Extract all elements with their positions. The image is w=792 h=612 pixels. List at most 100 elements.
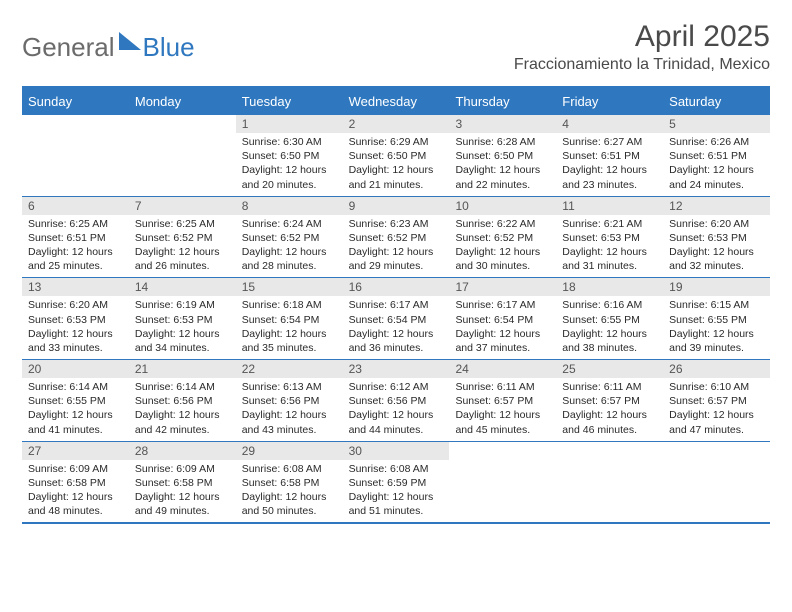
sunset-text: Sunset: 6:57 PM bbox=[669, 394, 764, 408]
daylight-text: Daylight: 12 hours and 47 minutes. bbox=[669, 408, 764, 436]
daylight-text: Daylight: 12 hours and 43 minutes. bbox=[242, 408, 337, 436]
calendar-cell: 24Sunrise: 6:11 AMSunset: 6:57 PMDayligh… bbox=[449, 360, 556, 441]
daylight-text: Daylight: 12 hours and 21 minutes. bbox=[349, 163, 444, 191]
day-number: 5 bbox=[663, 115, 770, 133]
sunset-text: Sunset: 6:51 PM bbox=[562, 149, 657, 163]
sunset-text: Sunset: 6:53 PM bbox=[28, 313, 123, 327]
day-details: Sunrise: 6:21 AMSunset: 6:53 PMDaylight:… bbox=[556, 215, 663, 278]
sunrise-text: Sunrise: 6:10 AM bbox=[669, 380, 764, 394]
sunrise-text: Sunrise: 6:17 AM bbox=[349, 298, 444, 312]
daylight-text: Daylight: 12 hours and 36 minutes. bbox=[349, 327, 444, 355]
calendar-cell bbox=[556, 442, 663, 523]
calendar-cell: 4Sunrise: 6:27 AMSunset: 6:51 PMDaylight… bbox=[556, 115, 663, 196]
calendar-week-row: 13Sunrise: 6:20 AMSunset: 6:53 PMDayligh… bbox=[22, 277, 770, 359]
weekday-header-row: Sunday Monday Tuesday Wednesday Thursday… bbox=[22, 88, 770, 115]
day-details: Sunrise: 6:29 AMSunset: 6:50 PMDaylight:… bbox=[343, 133, 450, 196]
calendar-cell: 17Sunrise: 6:17 AMSunset: 6:54 PMDayligh… bbox=[449, 278, 556, 359]
calendar-cell: 8Sunrise: 6:24 AMSunset: 6:52 PMDaylight… bbox=[236, 197, 343, 278]
day-details: Sunrise: 6:15 AMSunset: 6:55 PMDaylight:… bbox=[663, 296, 770, 359]
location-subtitle: Fraccionamiento la Trinidad, Mexico bbox=[514, 56, 770, 74]
day-number: 30 bbox=[343, 442, 450, 460]
day-number: 8 bbox=[236, 197, 343, 215]
sunset-text: Sunset: 6:52 PM bbox=[242, 231, 337, 245]
calendar-cell: 23Sunrise: 6:12 AMSunset: 6:56 PMDayligh… bbox=[343, 360, 450, 441]
page-title: April 2025 bbox=[514, 20, 770, 54]
day-details: Sunrise: 6:17 AMSunset: 6:54 PMDaylight:… bbox=[343, 296, 450, 359]
sunrise-text: Sunrise: 6:13 AM bbox=[242, 380, 337, 394]
day-number: 18 bbox=[556, 278, 663, 296]
calendar-cell: 7Sunrise: 6:25 AMSunset: 6:52 PMDaylight… bbox=[129, 197, 236, 278]
calendar-cell: 27Sunrise: 6:09 AMSunset: 6:58 PMDayligh… bbox=[22, 442, 129, 523]
weekday-monday: Monday bbox=[129, 88, 236, 115]
day-details: Sunrise: 6:08 AMSunset: 6:58 PMDaylight:… bbox=[236, 460, 343, 523]
daylight-text: Daylight: 12 hours and 24 minutes. bbox=[669, 163, 764, 191]
day-number: 1 bbox=[236, 115, 343, 133]
calendar-cell bbox=[449, 442, 556, 523]
sunset-text: Sunset: 6:52 PM bbox=[455, 231, 550, 245]
calendar-cell: 1Sunrise: 6:30 AMSunset: 6:50 PMDaylight… bbox=[236, 115, 343, 196]
calendar-cell: 2Sunrise: 6:29 AMSunset: 6:50 PMDaylight… bbox=[343, 115, 450, 196]
sunset-text: Sunset: 6:52 PM bbox=[135, 231, 230, 245]
day-number: 28 bbox=[129, 442, 236, 460]
sunset-text: Sunset: 6:52 PM bbox=[349, 231, 444, 245]
daylight-text: Daylight: 12 hours and 32 minutes. bbox=[669, 245, 764, 273]
calendar-cell: 21Sunrise: 6:14 AMSunset: 6:56 PMDayligh… bbox=[129, 360, 236, 441]
day-number: 16 bbox=[343, 278, 450, 296]
sunrise-text: Sunrise: 6:22 AM bbox=[455, 217, 550, 231]
calendar-cell: 9Sunrise: 6:23 AMSunset: 6:52 PMDaylight… bbox=[343, 197, 450, 278]
calendar-week-row: 27Sunrise: 6:09 AMSunset: 6:58 PMDayligh… bbox=[22, 441, 770, 525]
day-number: 22 bbox=[236, 360, 343, 378]
calendar-cell bbox=[129, 115, 236, 196]
day-number: 12 bbox=[663, 197, 770, 215]
daylight-text: Daylight: 12 hours and 39 minutes. bbox=[669, 327, 764, 355]
sunset-text: Sunset: 6:58 PM bbox=[28, 476, 123, 490]
day-details: Sunrise: 6:14 AMSunset: 6:55 PMDaylight:… bbox=[22, 378, 129, 441]
sunrise-text: Sunrise: 6:11 AM bbox=[562, 380, 657, 394]
sunset-text: Sunset: 6:57 PM bbox=[455, 394, 550, 408]
calendar-cell: 10Sunrise: 6:22 AMSunset: 6:52 PMDayligh… bbox=[449, 197, 556, 278]
daylight-text: Daylight: 12 hours and 26 minutes. bbox=[135, 245, 230, 273]
day-details: Sunrise: 6:09 AMSunset: 6:58 PMDaylight:… bbox=[129, 460, 236, 523]
sunrise-text: Sunrise: 6:11 AM bbox=[455, 380, 550, 394]
calendar-cell: 12Sunrise: 6:20 AMSunset: 6:53 PMDayligh… bbox=[663, 197, 770, 278]
daylight-text: Daylight: 12 hours and 42 minutes. bbox=[135, 408, 230, 436]
daylight-text: Daylight: 12 hours and 23 minutes. bbox=[562, 163, 657, 191]
daylight-text: Daylight: 12 hours and 20 minutes. bbox=[242, 163, 337, 191]
day-number: 3 bbox=[449, 115, 556, 133]
day-number bbox=[449, 442, 556, 460]
day-number: 14 bbox=[129, 278, 236, 296]
day-details: Sunrise: 6:20 AMSunset: 6:53 PMDaylight:… bbox=[22, 296, 129, 359]
calendar-cell: 13Sunrise: 6:20 AMSunset: 6:53 PMDayligh… bbox=[22, 278, 129, 359]
day-details: Sunrise: 6:24 AMSunset: 6:52 PMDaylight:… bbox=[236, 215, 343, 278]
daylight-text: Daylight: 12 hours and 48 minutes. bbox=[28, 490, 123, 518]
sunrise-text: Sunrise: 6:14 AM bbox=[28, 380, 123, 394]
day-number: 27 bbox=[22, 442, 129, 460]
day-number: 21 bbox=[129, 360, 236, 378]
calendar-cell: 5Sunrise: 6:26 AMSunset: 6:51 PMDaylight… bbox=[663, 115, 770, 196]
sunrise-text: Sunrise: 6:08 AM bbox=[242, 462, 337, 476]
day-number: 13 bbox=[22, 278, 129, 296]
sunset-text: Sunset: 6:56 PM bbox=[242, 394, 337, 408]
day-details: Sunrise: 6:30 AMSunset: 6:50 PMDaylight:… bbox=[236, 133, 343, 196]
daylight-text: Daylight: 12 hours and 35 minutes. bbox=[242, 327, 337, 355]
day-number: 25 bbox=[556, 360, 663, 378]
sunset-text: Sunset: 6:57 PM bbox=[562, 394, 657, 408]
calendar-week-row: 20Sunrise: 6:14 AMSunset: 6:55 PMDayligh… bbox=[22, 359, 770, 441]
day-details: Sunrise: 6:08 AMSunset: 6:59 PMDaylight:… bbox=[343, 460, 450, 523]
daylight-text: Daylight: 12 hours and 31 minutes. bbox=[562, 245, 657, 273]
sunrise-text: Sunrise: 6:25 AM bbox=[28, 217, 123, 231]
day-details: Sunrise: 6:26 AMSunset: 6:51 PMDaylight:… bbox=[663, 133, 770, 196]
daylight-text: Daylight: 12 hours and 38 minutes. bbox=[562, 327, 657, 355]
sunset-text: Sunset: 6:55 PM bbox=[669, 313, 764, 327]
daylight-text: Daylight: 12 hours and 33 minutes. bbox=[28, 327, 123, 355]
sunrise-text: Sunrise: 6:17 AM bbox=[455, 298, 550, 312]
day-details: Sunrise: 6:22 AMSunset: 6:52 PMDaylight:… bbox=[449, 215, 556, 278]
day-details: Sunrise: 6:10 AMSunset: 6:57 PMDaylight:… bbox=[663, 378, 770, 441]
sunrise-text: Sunrise: 6:08 AM bbox=[349, 462, 444, 476]
sunset-text: Sunset: 6:50 PM bbox=[455, 149, 550, 163]
sunset-text: Sunset: 6:53 PM bbox=[669, 231, 764, 245]
day-number: 17 bbox=[449, 278, 556, 296]
day-details: Sunrise: 6:25 AMSunset: 6:51 PMDaylight:… bbox=[22, 215, 129, 278]
sunrise-text: Sunrise: 6:26 AM bbox=[669, 135, 764, 149]
sunset-text: Sunset: 6:54 PM bbox=[242, 313, 337, 327]
